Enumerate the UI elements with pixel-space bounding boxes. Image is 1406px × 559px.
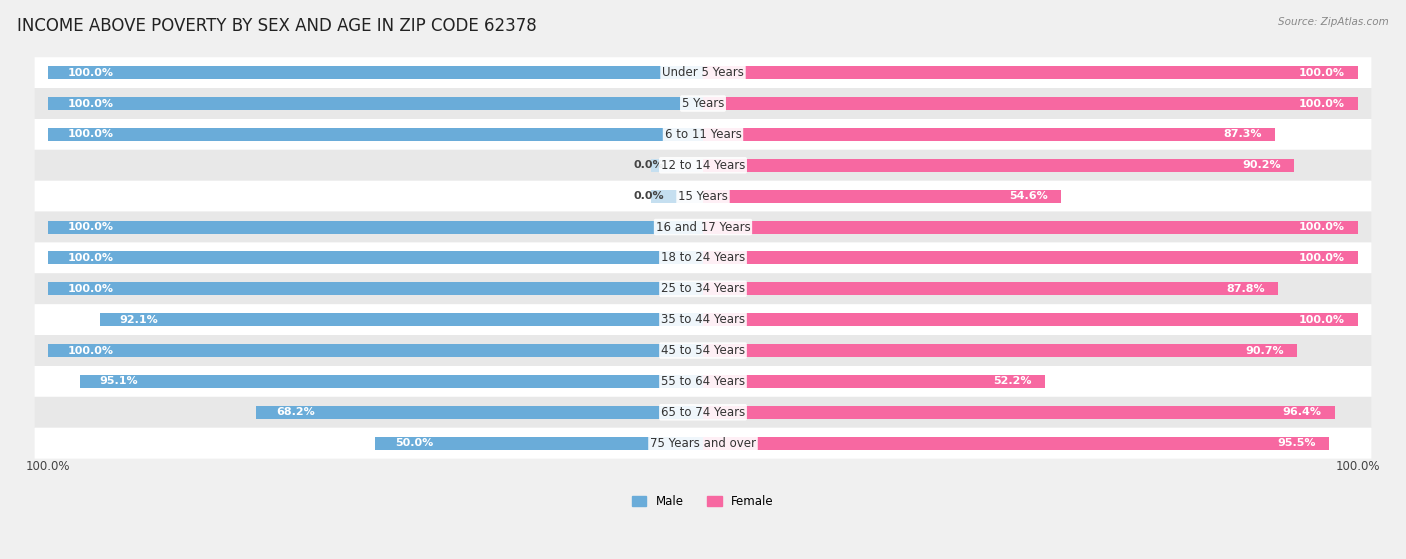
Bar bbox=[703, 221, 1358, 234]
Bar bbox=[703, 159, 1294, 172]
FancyBboxPatch shape bbox=[35, 181, 1371, 212]
Text: Source: ZipAtlas.com: Source: ZipAtlas.com bbox=[1278, 17, 1389, 27]
Text: 25 to 34 Years: 25 to 34 Years bbox=[661, 282, 745, 295]
FancyBboxPatch shape bbox=[35, 335, 1371, 366]
FancyBboxPatch shape bbox=[35, 119, 1371, 150]
Bar bbox=[100, 313, 703, 326]
Text: 87.8%: 87.8% bbox=[1226, 284, 1265, 294]
Text: 100.0%: 100.0% bbox=[1299, 68, 1346, 78]
Text: 50.0%: 50.0% bbox=[395, 438, 433, 448]
Text: 0.0%: 0.0% bbox=[633, 191, 664, 201]
Text: 52.2%: 52.2% bbox=[994, 376, 1032, 386]
Bar bbox=[703, 313, 1358, 326]
Text: 45 to 54 Years: 45 to 54 Years bbox=[661, 344, 745, 357]
Text: 0.0%: 0.0% bbox=[633, 160, 664, 170]
Text: 100.0%: 100.0% bbox=[67, 68, 114, 78]
Text: 15 Years: 15 Years bbox=[678, 190, 728, 203]
FancyBboxPatch shape bbox=[35, 428, 1371, 458]
FancyBboxPatch shape bbox=[35, 304, 1371, 335]
Text: 100.0%: 100.0% bbox=[1299, 98, 1346, 108]
Text: 35 to 44 Years: 35 to 44 Years bbox=[661, 313, 745, 326]
FancyBboxPatch shape bbox=[35, 57, 1371, 88]
Bar bbox=[48, 344, 703, 357]
Text: 12 to 14 Years: 12 to 14 Years bbox=[661, 159, 745, 172]
Text: 95.1%: 95.1% bbox=[100, 376, 138, 386]
Bar bbox=[703, 406, 1334, 419]
Text: 16 and 17 Years: 16 and 17 Years bbox=[655, 221, 751, 234]
Text: INCOME ABOVE POVERTY BY SEX AND AGE IN ZIP CODE 62378: INCOME ABOVE POVERTY BY SEX AND AGE IN Z… bbox=[17, 17, 537, 35]
Text: 5 Years: 5 Years bbox=[682, 97, 724, 110]
Text: 100.0%: 100.0% bbox=[1336, 460, 1381, 473]
Text: 100.0%: 100.0% bbox=[25, 460, 70, 473]
Text: 100.0%: 100.0% bbox=[67, 345, 114, 356]
Bar bbox=[703, 66, 1358, 79]
Text: Under 5 Years: Under 5 Years bbox=[662, 66, 744, 79]
Bar bbox=[651, 159, 703, 172]
Bar bbox=[48, 66, 703, 79]
Bar bbox=[703, 344, 1298, 357]
FancyBboxPatch shape bbox=[35, 88, 1371, 119]
FancyBboxPatch shape bbox=[35, 150, 1371, 181]
Text: 75 Years and over: 75 Years and over bbox=[650, 437, 756, 449]
FancyBboxPatch shape bbox=[35, 366, 1371, 397]
Text: 100.0%: 100.0% bbox=[67, 98, 114, 108]
Text: 100.0%: 100.0% bbox=[1299, 315, 1346, 325]
Bar bbox=[703, 128, 1275, 141]
FancyBboxPatch shape bbox=[35, 243, 1371, 273]
Text: 65 to 74 Years: 65 to 74 Years bbox=[661, 406, 745, 419]
Text: 55 to 64 Years: 55 to 64 Years bbox=[661, 375, 745, 388]
Text: 90.2%: 90.2% bbox=[1243, 160, 1281, 170]
Text: 6 to 11 Years: 6 to 11 Years bbox=[665, 128, 741, 141]
Text: 100.0%: 100.0% bbox=[67, 253, 114, 263]
Text: 87.3%: 87.3% bbox=[1223, 129, 1263, 139]
Bar bbox=[48, 282, 703, 295]
Bar bbox=[703, 97, 1358, 110]
Bar bbox=[703, 282, 1278, 295]
Text: 100.0%: 100.0% bbox=[67, 222, 114, 232]
Bar bbox=[703, 437, 1329, 449]
Text: 100.0%: 100.0% bbox=[1299, 222, 1346, 232]
Bar bbox=[48, 128, 703, 141]
Text: 54.6%: 54.6% bbox=[1010, 191, 1047, 201]
Text: 100.0%: 100.0% bbox=[67, 129, 114, 139]
Bar bbox=[48, 97, 703, 110]
FancyBboxPatch shape bbox=[35, 397, 1371, 428]
Text: 18 to 24 Years: 18 to 24 Years bbox=[661, 252, 745, 264]
Bar bbox=[48, 221, 703, 234]
Text: 96.4%: 96.4% bbox=[1282, 408, 1322, 417]
Text: 68.2%: 68.2% bbox=[276, 408, 315, 417]
Text: 90.7%: 90.7% bbox=[1246, 345, 1284, 356]
Bar bbox=[703, 375, 1045, 388]
Text: 100.0%: 100.0% bbox=[67, 284, 114, 294]
Bar bbox=[375, 437, 703, 449]
Legend: Male, Female: Male, Female bbox=[627, 490, 779, 513]
Bar bbox=[703, 190, 1060, 203]
Bar bbox=[703, 252, 1358, 264]
Text: 95.5%: 95.5% bbox=[1277, 438, 1316, 448]
Bar bbox=[48, 252, 703, 264]
FancyBboxPatch shape bbox=[35, 273, 1371, 304]
Text: 100.0%: 100.0% bbox=[1299, 253, 1346, 263]
Bar bbox=[80, 375, 703, 388]
Bar bbox=[256, 406, 703, 419]
Text: 92.1%: 92.1% bbox=[120, 315, 157, 325]
Bar bbox=[651, 190, 703, 203]
FancyBboxPatch shape bbox=[35, 212, 1371, 243]
